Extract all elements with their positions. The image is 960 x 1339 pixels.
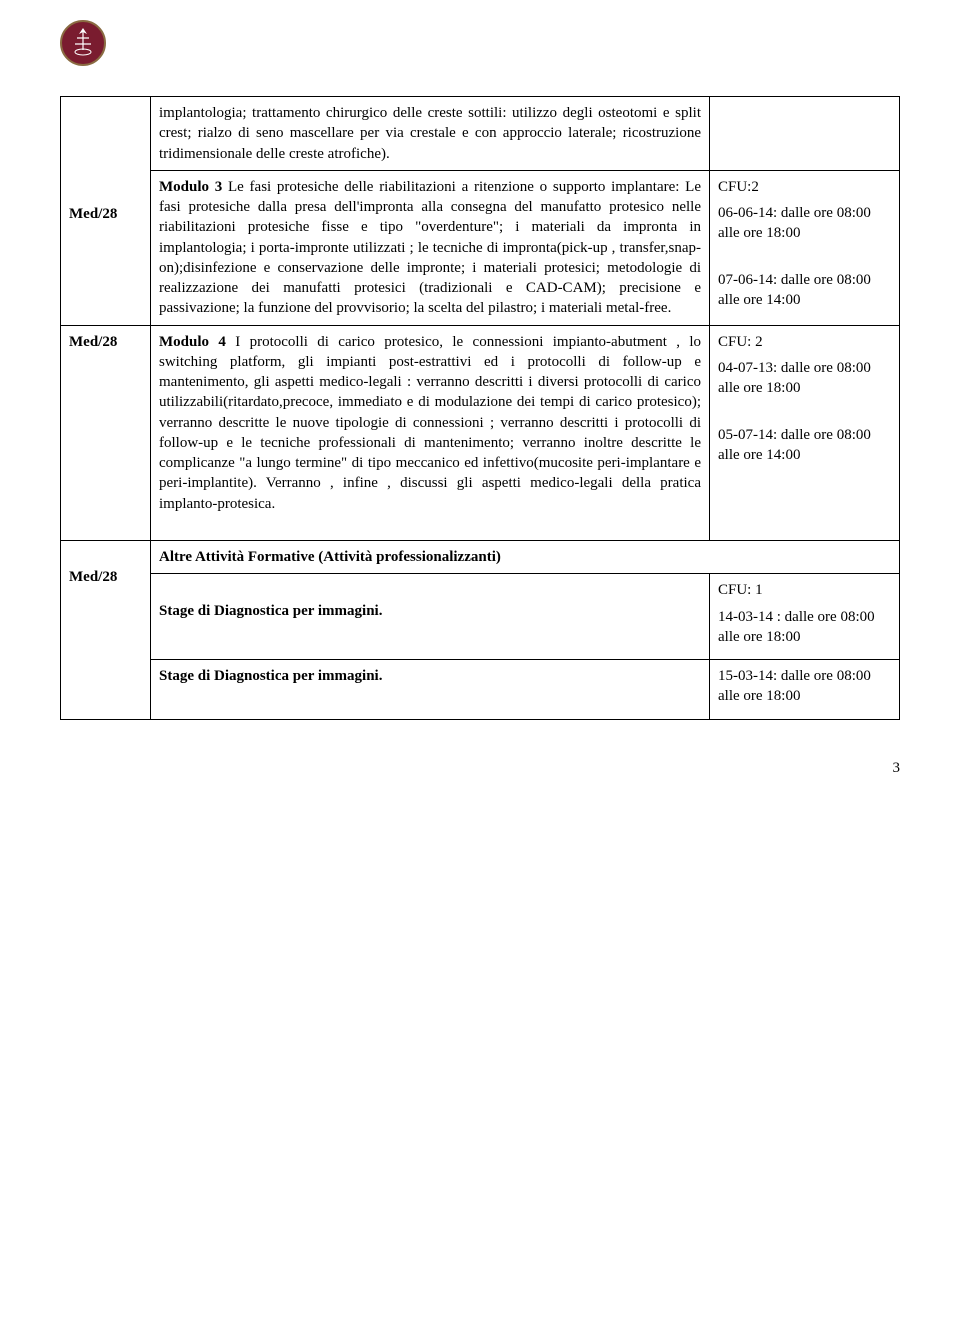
- module-meta: CFU: 2 04-07-13: dalle ore 08:00 alle or…: [710, 325, 900, 541]
- med-code: Med/28: [61, 97, 151, 326]
- table-row: Stage di Diagnostica per immagini. 15-03…: [61, 660, 900, 720]
- module-meta: CFU:2 06-06-14: dalle ore 08:00 alle ore…: [710, 170, 900, 325]
- table-row: Med/28 implantologia; trattamento chirur…: [61, 97, 900, 171]
- module-body: Modulo 4 I protocolli di carico protesic…: [151, 325, 710, 541]
- table-row: Med/28 Altre Attività Formative (Attivit…: [61, 541, 900, 574]
- module-meta: CFU: 1 14-03-14 : dalle ore 08:00 alle o…: [710, 574, 900, 660]
- table-row: Med/28 Modulo 4 I protocolli di carico p…: [61, 325, 900, 541]
- stage-cell: Stage di Diagnostica per immagini.: [151, 660, 710, 720]
- table-row: Stage di Diagnostica per immagini. CFU: …: [61, 574, 900, 660]
- table-row: Modulo 3 Le fasi protesiche delle riabil…: [61, 170, 900, 325]
- stage-cell: Stage di Diagnostica per immagini.: [151, 574, 710, 660]
- med-code: Med/28: [61, 325, 151, 541]
- module-meta: 15-03-14: dalle ore 08:00 alle ore 18:00: [710, 660, 900, 720]
- module-body: Modulo 3 Le fasi protesiche delle riabil…: [151, 170, 710, 325]
- university-logo: [60, 20, 106, 66]
- page-number: 3: [60, 760, 900, 777]
- course-table: Med/28 implantologia; trattamento chirur…: [60, 96, 900, 720]
- section-title-cell: Altre Attività Formative (Attività profe…: [151, 541, 900, 574]
- module-body: implantologia; trattamento chirurgico de…: [151, 97, 710, 171]
- module-meta: [710, 97, 900, 171]
- med-code: Med/28: [61, 541, 151, 720]
